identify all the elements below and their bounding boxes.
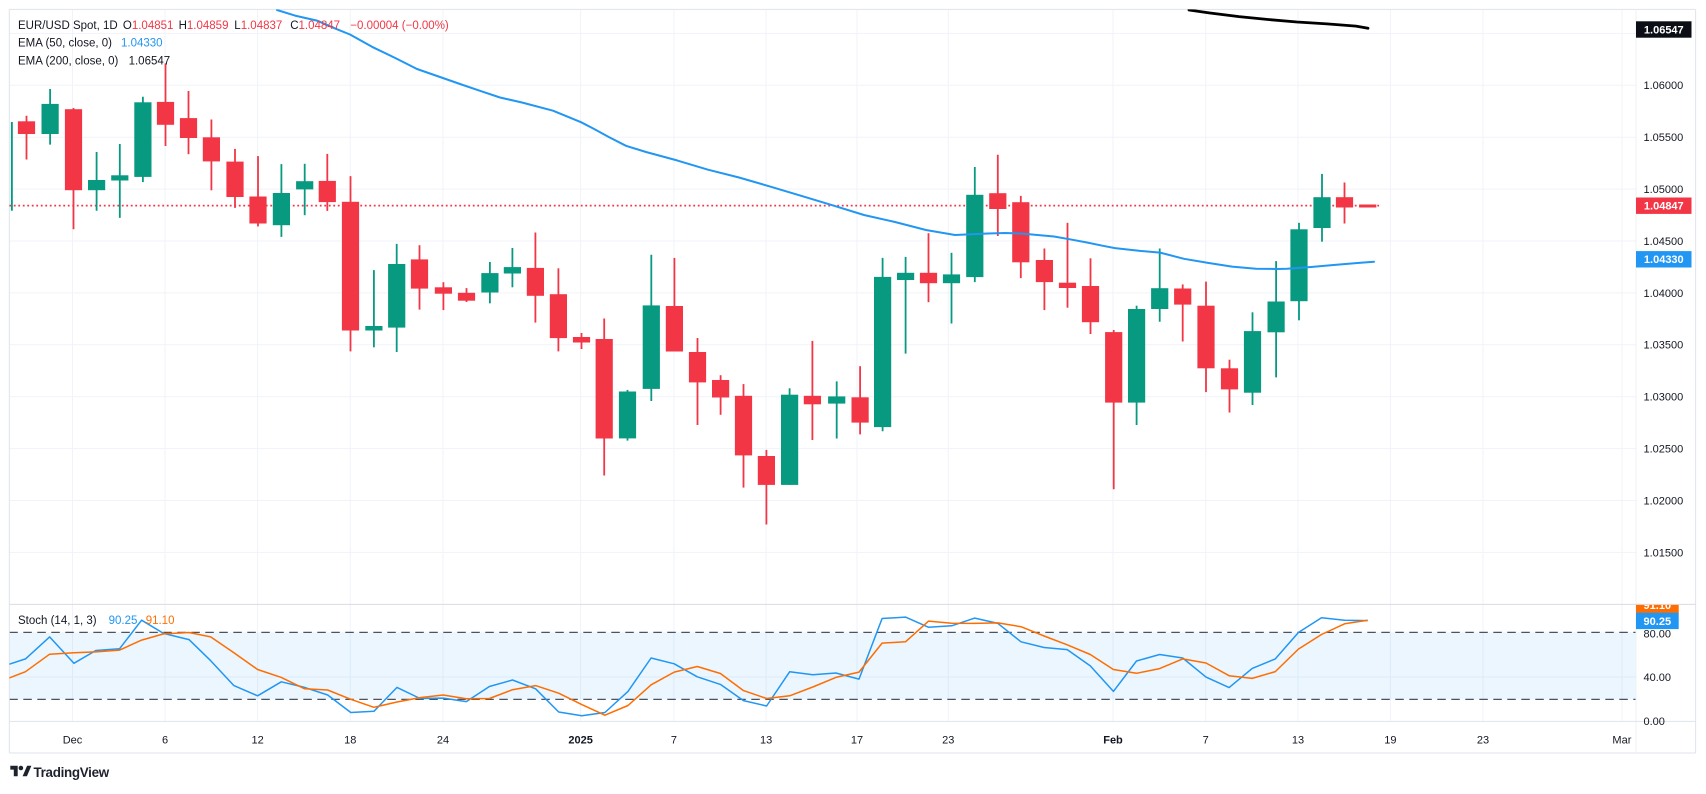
svg-text:1.06547: 1.06547	[1644, 24, 1684, 36]
svg-text:L1.04837: L1.04837	[234, 20, 282, 32]
svg-text:7: 7	[671, 734, 677, 746]
svg-text:1.06000: 1.06000	[1644, 80, 1684, 92]
svg-text:Stoch (14, 1, 3): Stoch (14, 1, 3)	[18, 615, 97, 627]
svg-text:23: 23	[1477, 734, 1489, 746]
svg-text:12: 12	[251, 734, 263, 746]
svg-text:91.10: 91.10	[1644, 600, 1672, 612]
svg-text:40.00: 40.00	[1644, 672, 1672, 684]
svg-text:EUR/USD Spot, 1D: EUR/USD Spot, 1D	[18, 20, 118, 32]
svg-text:EMA (200, close, 0): EMA (200, close, 0)	[18, 55, 119, 67]
svg-text:1.03000: 1.03000	[1644, 392, 1684, 404]
svg-text:91.10: 91.10	[146, 615, 175, 627]
svg-text:−0.00004 (−0.00%): −0.00004 (−0.00%)	[350, 20, 449, 32]
svg-text:0.00: 0.00	[1644, 716, 1665, 728]
svg-text:1.06547: 1.06547	[129, 55, 171, 67]
svg-text:80.00: 80.00	[1644, 628, 1672, 640]
svg-text:Feb: Feb	[1103, 734, 1123, 746]
svg-text:90.25: 90.25	[1644, 616, 1672, 628]
svg-text:17: 17	[851, 734, 863, 746]
svg-text:1.01500: 1.01500	[1644, 547, 1684, 559]
svg-text:C1.04847: C1.04847	[290, 20, 340, 32]
svg-text:2025: 2025	[568, 734, 592, 746]
svg-text:1.04330: 1.04330	[121, 38, 163, 50]
svg-text:Mar: Mar	[1612, 734, 1631, 746]
svg-text:7: 7	[1203, 734, 1209, 746]
svg-text:1.04000: 1.04000	[1644, 288, 1684, 300]
svg-text:1.04847: 1.04847	[1644, 201, 1684, 213]
svg-text:1.04330: 1.04330	[1644, 254, 1684, 266]
svg-text:6: 6	[162, 734, 168, 746]
svg-text:24: 24	[437, 734, 449, 746]
svg-text:1.03500: 1.03500	[1644, 340, 1684, 352]
svg-text:19: 19	[1384, 734, 1396, 746]
svg-text:1.05000: 1.05000	[1644, 184, 1684, 196]
svg-text:1.02000: 1.02000	[1644, 495, 1684, 507]
svg-text:1.04500: 1.04500	[1644, 236, 1684, 248]
svg-text:18: 18	[344, 734, 356, 746]
svg-text:1.02500: 1.02500	[1644, 444, 1684, 456]
svg-text:13: 13	[760, 734, 772, 746]
svg-text:23: 23	[942, 734, 954, 746]
svg-text:H1.04859: H1.04859	[179, 20, 229, 32]
svg-text:TradingView: TradingView	[34, 765, 110, 780]
svg-text:Dec: Dec	[63, 734, 83, 746]
svg-text:EMA (50, close, 0): EMA (50, close, 0)	[18, 38, 112, 50]
svg-text:13: 13	[1292, 734, 1304, 746]
svg-text:1.05500: 1.05500	[1644, 132, 1684, 144]
svg-text:O1.04851: O1.04851	[123, 20, 174, 32]
svg-text:90.25: 90.25	[109, 615, 138, 627]
